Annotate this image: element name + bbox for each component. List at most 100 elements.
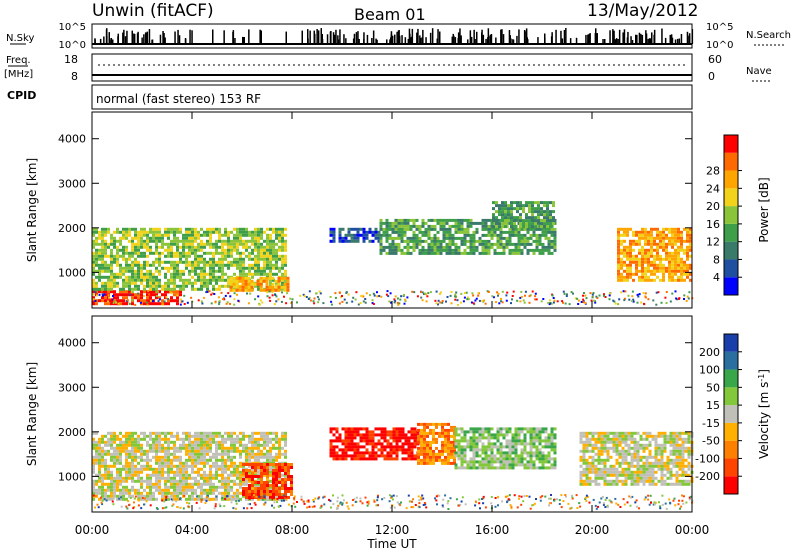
data-cell [248,269,251,273]
data-cell [95,236,98,240]
data-cell [513,225,516,229]
data-cell [164,464,167,468]
data-cell [487,230,491,234]
data-cell [176,236,179,240]
data-cell [245,434,248,438]
data-cell [383,457,387,461]
data-cell [161,455,164,459]
data-cell [164,455,167,459]
data-cell [182,431,185,435]
data-cell [499,242,503,246]
data-cell [134,257,137,261]
data-cell [534,216,537,220]
data-cell [203,260,206,264]
data-cell [400,239,404,243]
data-cell [365,457,369,461]
data-cell [110,476,113,480]
data-cell [481,451,485,455]
data-cell [116,452,119,456]
data-cell [427,248,431,252]
data-cell [125,476,128,480]
data-cell [107,281,110,285]
data-cell [265,276,269,280]
data-cell [495,201,498,205]
data-cell [235,285,239,289]
data-cell [275,295,278,298]
data-cell [149,236,152,240]
data-cell [167,299,170,303]
data-cell [101,452,104,456]
data-cell [143,227,146,231]
data-cell [98,236,101,240]
data-cell [167,302,170,306]
data-cell [472,454,476,458]
data-cell [257,263,260,267]
data-cell [242,437,245,441]
data-cell [269,257,272,261]
data-cell [309,299,312,302]
data-cell [395,454,399,458]
data-cell [371,430,375,434]
data-cell [95,269,98,273]
data-cell [540,222,543,226]
data-cell [218,446,221,450]
data-cell [140,236,143,240]
data-cell [537,201,540,205]
data-cell [251,472,254,475]
data-cell [149,290,152,294]
data-cell [508,248,512,252]
data-cell [359,436,363,440]
data-cell [541,230,545,234]
data-cell [221,467,224,471]
data-cell [155,461,158,465]
data-cell [457,224,461,228]
data-cell [353,445,357,449]
data-cell [179,275,182,279]
data-cell [382,248,386,252]
data-cell [541,227,545,231]
data-cell [119,299,122,303]
data-cell [98,497,101,501]
data-cell [492,207,495,211]
data-cell [212,461,215,465]
data-cell [128,488,131,492]
data-cell [269,449,272,453]
data-cell [689,245,692,249]
data-cell [677,260,680,264]
data-cell [582,440,586,444]
data-cell [212,287,215,291]
data-cell [582,482,586,486]
data-cell [268,276,272,280]
data-cell [290,301,293,304]
data-cell [394,236,398,240]
data-cell [227,452,230,456]
data-cell [152,449,155,453]
data-cell [463,239,467,243]
data-cell [514,454,518,458]
data-cell [457,248,461,252]
data-cell [641,230,644,234]
data-cell [454,293,457,296]
data-cell [146,485,149,489]
data-cell [469,439,473,443]
data-cell [113,431,116,435]
data-cell [104,269,107,273]
data-cell [662,248,665,252]
data-cell [517,251,521,255]
data-cell [350,448,354,452]
data-cell [531,207,534,211]
data-cell [371,439,375,443]
data-cell [140,482,143,486]
data-cell [200,458,203,462]
data-cell [164,287,167,291]
data-cell [496,245,500,249]
data-cell [221,254,224,258]
data-cell [278,227,281,231]
data-cell [156,290,159,293]
data-cell [242,478,245,481]
data-cell [146,233,149,237]
data-cell [551,294,554,297]
data-cell [653,248,656,252]
data-cell [620,233,623,237]
